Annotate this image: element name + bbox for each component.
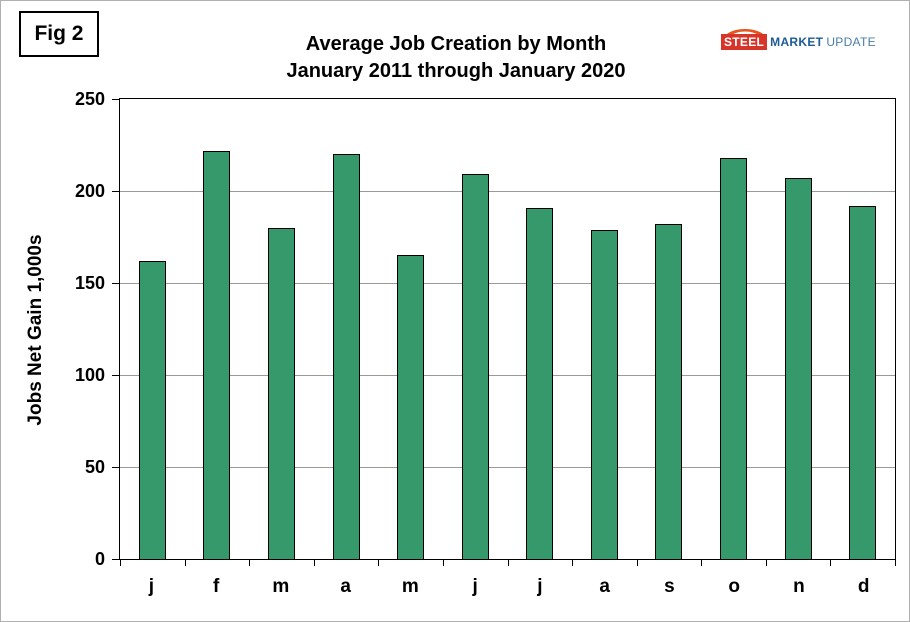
y-tick-mark: [112, 283, 119, 284]
x-category-label: n: [793, 576, 805, 597]
x-tick-mark: [378, 560, 380, 566]
x-category-label: o: [728, 576, 740, 597]
logo-update: UPDATE: [826, 35, 876, 49]
x-category-label: a: [340, 576, 351, 597]
x-tick-mark: [249, 560, 251, 566]
bar-j-6: [526, 207, 554, 559]
x-category-label: j: [537, 576, 543, 597]
x-tick-mark: [895, 560, 896, 566]
x-category-label: j: [148, 576, 155, 597]
bar-m-4: [397, 255, 425, 559]
bar-f-1: [203, 150, 231, 559]
smu-logo: STEEL MARKET UPDATE: [721, 25, 881, 50]
chart-subtitle: January 2011 through January 2020: [286, 60, 626, 82]
bar-d-11: [849, 205, 877, 559]
y-tick-label: 0: [94, 549, 105, 569]
fig-label: Fig 2: [19, 11, 99, 57]
chart-title: Average Job Creation by Month: [305, 33, 607, 55]
bar-j-0: [138, 260, 166, 559]
y-tick-label: 50: [84, 457, 105, 477]
gridline: [120, 283, 895, 284]
logo-text: STEEL MARKET UPDATE: [721, 34, 881, 50]
logo-market: MARKET: [770, 35, 824, 49]
bar-a-7: [590, 229, 618, 559]
x-tick-mark: [120, 560, 121, 566]
y-tick-label: 200: [74, 181, 105, 201]
x-category-label: f: [212, 576, 220, 597]
x-category-label: a: [599, 576, 610, 597]
x-category-label: s: [664, 576, 675, 597]
x-tick-mark: [701, 560, 703, 566]
x-category-label: m: [401, 576, 419, 597]
x-tick-mark: [636, 560, 638, 566]
x-tick-mark: [184, 560, 186, 566]
x-tick-mark: [572, 560, 574, 566]
x-category-label: j: [472, 576, 478, 597]
gridline: [120, 191, 895, 192]
y-tick-mark: [112, 467, 119, 468]
bar-m-2: [267, 227, 295, 559]
y-tick-mark: [112, 375, 119, 376]
gridline: [120, 467, 895, 468]
x-tick-mark: [442, 560, 444, 566]
x-tick-mark: [313, 560, 315, 566]
bar-a-3: [332, 154, 360, 559]
y-tick-mark: [112, 191, 119, 192]
bar-j-5: [461, 174, 489, 559]
x-tick-mark: [765, 560, 767, 566]
plot-area: [119, 98, 896, 560]
gridline: [120, 375, 895, 376]
y-tick-mark: [112, 559, 119, 560]
bar-o-9: [720, 157, 748, 559]
x-tick-mark: [507, 560, 509, 566]
x-category-label: d: [857, 576, 870, 597]
logo-swoosh-icon: [725, 29, 765, 36]
chart-title-block: Average Job Creation by Month January 20…: [156, 31, 756, 85]
y-tick-mark: [112, 99, 119, 100]
y-tick-label: 250: [74, 89, 105, 109]
y-axis-title: Jobs Net Gain 1,000s: [25, 234, 46, 426]
x-tick-mark: [830, 560, 832, 566]
x-category-label: m: [272, 576, 290, 597]
bar-s-8: [655, 224, 683, 559]
bar-n-10: [784, 178, 812, 559]
logo-steel: STEEL: [721, 34, 768, 50]
y-tick-label: 150: [74, 273, 105, 293]
y-tick-label: 100: [74, 365, 105, 385]
